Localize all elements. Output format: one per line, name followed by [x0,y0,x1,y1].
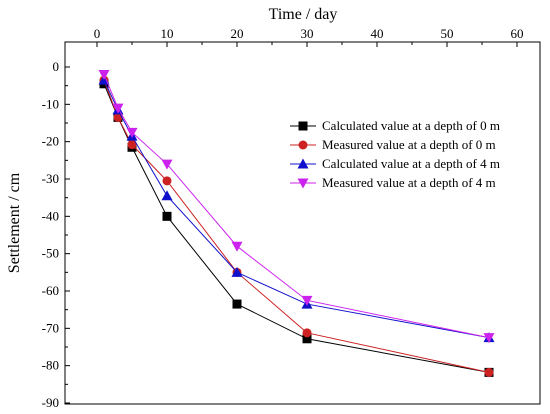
series-2-point [484,367,494,377]
y-tick-label: 0 [53,59,60,74]
y-tick-label: -60 [42,283,59,298]
y-tick-label: -40 [42,208,59,223]
series-2-point [127,140,137,150]
series-4-point [161,159,173,170]
y-tick-label: -50 [42,246,59,261]
series-4 [98,69,495,344]
series-2-point [162,176,172,186]
series-4-point [483,333,495,344]
series-4-point [126,127,138,138]
x-tick-label: 30 [301,26,314,41]
y-axis-label: Settlement / cm [6,172,23,273]
legend-marker [298,140,308,150]
y-tick-label: -80 [42,358,59,373]
series-1-point [162,211,172,221]
legend-label: Measured value at a depth of 0 m [322,137,496,152]
series-4-point [301,295,313,306]
x-tick-label: 40 [371,26,384,41]
legend-marker [298,121,308,131]
y-tick-label: -20 [42,134,59,149]
series-3 [98,74,495,343]
series-4-point [112,103,124,114]
series-1-point [232,299,242,309]
y-tick-label: -30 [42,171,59,186]
y-tick-label: -70 [42,320,59,335]
series-4-point [98,69,110,80]
legend-label: Calculated value at a depth of 0 m [322,118,500,133]
series-layer [98,69,495,377]
y-axis-ticks: 0 -10 -20 -30 -40 -50 -60 -70 -80 -90 [42,59,70,410]
x-tick-label: 10 [161,26,174,41]
x-tick-label: 50 [441,26,454,41]
legend-marker [297,158,309,169]
series-2-point [302,328,312,338]
y-tick-label: -10 [42,96,59,111]
x-axis-label: Time / day [269,6,338,23]
legend: Calculated value at a depth of 0 m Measur… [290,118,500,190]
x-tick-label: 0 [94,26,101,41]
series-3-point [161,190,173,201]
legend-label: Measured value at a depth of 4 m [322,175,496,190]
x-tick-label: 20 [231,26,244,41]
plot-frame [64,41,541,405]
legend-marker [297,178,309,189]
x-axis-ticks: 0 10 20 30 40 50 60 [94,26,524,47]
x-tick-label: 60 [511,26,524,41]
series-1-point [302,334,312,344]
legend-label: Calculated value at a depth of 4 m [322,156,500,171]
series-4-point [231,241,243,252]
y-tick-label: -90 [42,395,59,410]
series-3-point [231,266,243,277]
